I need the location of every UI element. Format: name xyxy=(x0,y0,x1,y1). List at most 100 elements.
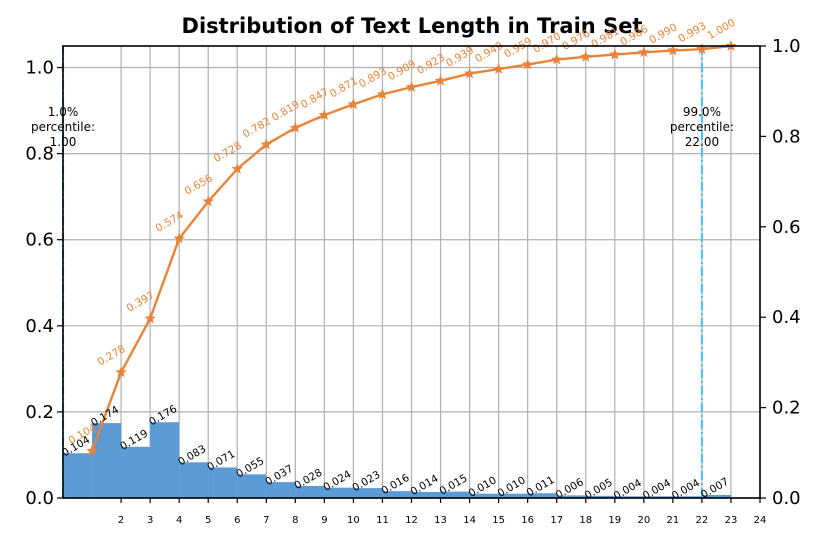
y-tick-label: 0.6 xyxy=(25,230,54,251)
cumulative-value-label: 0.278 xyxy=(96,343,128,368)
cumulative-value-label: 0.728 xyxy=(212,140,244,165)
histogram-bar xyxy=(92,423,122,498)
grid xyxy=(63,46,761,499)
cumulative-point xyxy=(376,88,389,100)
histogram-bar xyxy=(556,495,586,498)
x-tick-label: 19 xyxy=(608,515,621,526)
x-tick-label: 12 xyxy=(405,515,418,526)
histogram-bar xyxy=(150,422,180,498)
cumulative-value-label: 0.819 xyxy=(270,99,302,124)
y-tick-label: 0.4 xyxy=(25,316,54,337)
y2-tick-label: 0.8 xyxy=(772,126,801,147)
histogram-bar xyxy=(498,493,528,498)
histogram-bar xyxy=(614,496,644,498)
x-tick-label: 18 xyxy=(579,515,592,526)
histogram-bar xyxy=(324,487,354,498)
cumulative-value-label: 0.782 xyxy=(241,115,273,140)
histogram-bar xyxy=(208,467,238,498)
x-tick-label: 17 xyxy=(550,515,563,526)
cumulative-line-series xyxy=(86,40,737,456)
cumulative-point xyxy=(144,312,156,324)
cumulative-point xyxy=(463,67,476,79)
cumulative-point xyxy=(173,232,185,244)
cumulative-value-label: 0.993 xyxy=(676,20,708,45)
cumulative-value-label: 1.000 xyxy=(705,17,737,42)
x-tick-label: 10 xyxy=(347,515,360,526)
cumulative-point xyxy=(638,46,650,58)
percentile-label-line: 22.00 xyxy=(685,135,719,149)
cumulative-value-label: 0.949 xyxy=(473,40,505,65)
percentile-label-line: 99.0% xyxy=(683,105,721,119)
cumulative-point xyxy=(115,366,127,378)
x-tick-label: 15 xyxy=(492,515,505,526)
x-tick-label: 8 xyxy=(292,515,298,526)
x-tick-label: 9 xyxy=(321,515,327,526)
histogram-bar xyxy=(672,496,702,498)
y-tick-label: 0.2 xyxy=(25,402,54,423)
histogram-bar xyxy=(237,474,267,498)
cumulative-point xyxy=(609,48,621,60)
cumulative-point xyxy=(696,43,708,55)
y2-tick-label: 0.6 xyxy=(772,217,801,238)
histogram-bar xyxy=(701,494,731,498)
cumulative-point xyxy=(551,53,563,65)
x-tick-label: 16 xyxy=(521,515,534,526)
histogram-bar xyxy=(295,485,325,498)
cumulative-value-label: 0.990 xyxy=(647,21,679,46)
cumulative-point xyxy=(667,44,679,56)
histogram-bar xyxy=(121,446,151,498)
cumulative-point xyxy=(231,162,243,174)
cumulative-point xyxy=(86,444,98,456)
histogram-bar xyxy=(643,496,673,498)
x-tick-label: 20 xyxy=(637,515,650,526)
percentile-label-line: percentile: xyxy=(670,120,734,134)
y2-tick-label: 0.4 xyxy=(772,307,801,328)
cumulative-value-label: 0.871 xyxy=(328,75,360,100)
x-tick-label: 14 xyxy=(463,515,476,526)
cumulative-point xyxy=(580,50,592,62)
cumulative-value-labels: 0.1040.2780.3970.5740.6560.7280.7820.819… xyxy=(67,17,738,447)
x-tick-label: 23 xyxy=(725,515,738,526)
axes: 0.00.20.40.60.81.00.00.20.40.60.81.02 3 4 5… xyxy=(25,36,800,526)
y2-tick-label: 1.0 xyxy=(772,36,801,57)
histogram-bar xyxy=(382,491,412,498)
cumulative-point xyxy=(434,74,447,86)
x-tick-label: 7 xyxy=(263,515,269,526)
cumulative-value-label: 0.939 xyxy=(444,44,476,69)
histogram-bar xyxy=(440,491,470,498)
cumulative-point xyxy=(289,121,302,133)
cumulative-point xyxy=(260,138,272,150)
histogram-bars xyxy=(63,422,731,498)
percentile-label: 99.0% percentile: 22.00 xyxy=(670,105,734,149)
x-tick-label: 3 xyxy=(147,515,153,526)
histogram-bar xyxy=(266,482,296,498)
x-tick-label: 2 xyxy=(118,515,124,526)
y-tick-label: 1.0 xyxy=(25,58,54,79)
cumulative-value-label: 0.959 xyxy=(502,35,534,60)
x-tick-label: 4 xyxy=(176,515,182,526)
x-tick-label: 21 xyxy=(667,515,680,526)
y2-tick-label: 0.0 xyxy=(772,488,801,509)
x-tick-label: 24 xyxy=(754,515,767,526)
histogram-bar xyxy=(179,462,209,498)
cumulative-point xyxy=(521,58,534,70)
histogram-bar xyxy=(411,491,441,498)
histogram-bar xyxy=(469,493,499,498)
histogram-bar xyxy=(353,488,383,498)
y-tick-label: 0.0 xyxy=(25,488,54,509)
cumulative-value-label: 0.574 xyxy=(154,209,186,235)
cumulative-point xyxy=(405,81,418,92)
histogram-bar xyxy=(63,453,93,498)
x-tick-label: 6 xyxy=(234,515,240,526)
x-tick-label: 13 xyxy=(434,515,447,526)
cumulative-value-label: 0.893 xyxy=(357,65,389,90)
cumulative-value-label: 0.847 xyxy=(299,86,331,111)
x-tick-label: 11 xyxy=(376,515,389,526)
cumulative-value-label: 0.923 xyxy=(415,51,447,76)
histogram-bar xyxy=(527,493,557,498)
cumulative-point xyxy=(202,195,214,207)
cumulative-value-label: 0.909 xyxy=(386,58,418,83)
histogram-bar xyxy=(585,495,615,498)
cumulative-point xyxy=(347,98,360,110)
